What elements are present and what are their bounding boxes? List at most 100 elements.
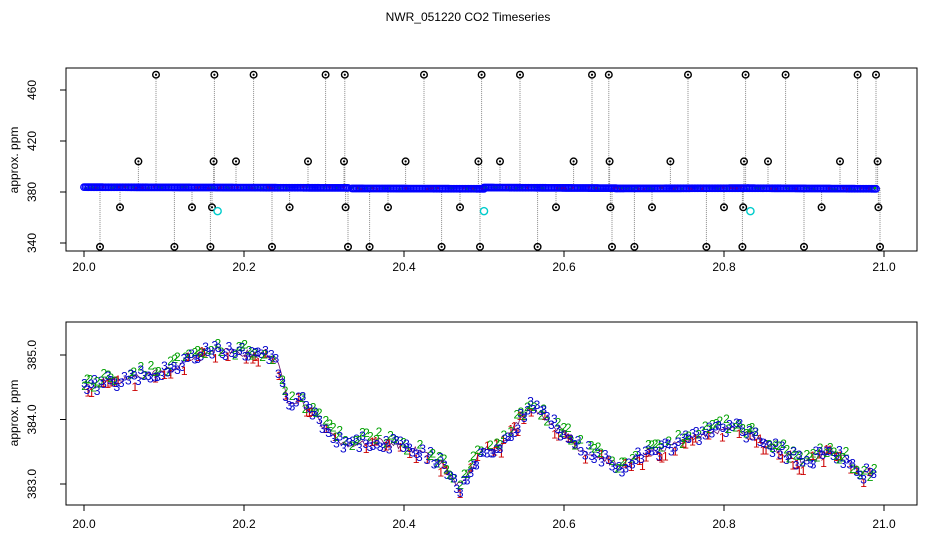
bottom-digit-marker-2: 2: [105, 368, 112, 382]
bottom-digit-marker-1: 1: [605, 453, 612, 467]
bottom-digit-marker-3: 3: [219, 347, 226, 361]
bottom-digit-marker-3: 3: [319, 422, 326, 436]
bottom-digit-marker-3: 3: [629, 458, 636, 472]
bottom-digit-marker-2: 2: [807, 450, 814, 464]
bottom-digit-marker-3: 3: [299, 389, 306, 403]
bottom-digit-marker-2: 2: [786, 452, 793, 466]
bottom-digit-marker-3: 3: [152, 370, 159, 384]
bottom-digit-marker-1: 1: [181, 364, 188, 378]
bottom-digit-marker-3: 3: [746, 424, 753, 438]
bottom-digit-marker-1: 1: [363, 442, 370, 456]
bottom-digit-marker-3: 3: [228, 346, 235, 360]
bottom-digit-marker-3: 3: [419, 442, 426, 456]
bottom-digit-marker-1: 1: [424, 452, 431, 466]
bottom-digit-marker-3: 3: [632, 453, 639, 467]
bottom-digit-marker-3: 3: [665, 437, 672, 451]
bottom-digit-marker-2: 2: [524, 400, 531, 414]
top-outlier-center: [209, 245, 212, 248]
bottom-digit-marker-3: 3: [779, 439, 786, 453]
bottom-digit-marker-3: 3: [488, 446, 495, 460]
bottom-digit-marker-1: 1: [794, 457, 801, 471]
top-outlier-point: [666, 157, 675, 166]
bottom-digit-marker-2: 2: [559, 426, 566, 440]
bottom-digit-marker-3: 3: [857, 468, 864, 482]
bottom-digit-marker-2: 2: [723, 412, 730, 426]
top-outlier-center: [609, 206, 612, 209]
top-outlier-center: [742, 160, 746, 163]
bottom-digit-marker-1: 1: [645, 446, 652, 460]
top-outlier-point: [134, 157, 143, 166]
bottom-digit-marker-3: 3: [363, 437, 370, 451]
bottom-digit-marker-1: 1: [636, 454, 643, 468]
top-outlier-point: [552, 203, 561, 212]
top-outlier-center: [210, 206, 214, 209]
bottom-digit-marker-3: 3: [464, 473, 471, 487]
bottom-digit-marker-3: 3: [252, 345, 259, 359]
bottom-digit-marker-1: 1: [406, 447, 413, 461]
bottom-digit-marker-2: 2: [565, 421, 572, 435]
top-outlier-center: [213, 73, 216, 76]
top-outlier-center: [742, 206, 745, 209]
top-outlier-point: [95, 242, 104, 251]
bottom-digit-marker-3: 3: [799, 456, 806, 470]
bottom-digit-marker-3: 3: [534, 398, 541, 412]
bottom-digit-marker-2: 2: [706, 422, 713, 436]
bottom-digit-marker-1: 1: [252, 350, 259, 364]
bottom-digit-marker-3: 3: [409, 446, 416, 460]
bottom-digit-marker-3: 3: [447, 469, 454, 483]
top-outlier-center: [173, 245, 176, 248]
bottom-digit-marker-2: 2: [871, 461, 878, 475]
bottom-digit-marker-1: 1: [161, 368, 168, 382]
bottom-digit-marker-3: 3: [616, 460, 623, 474]
bottom-digit-marker-2: 2: [487, 438, 494, 452]
bottom-digit-marker-3: 3: [135, 374, 142, 388]
bottom-digit-marker-2: 2: [772, 438, 779, 452]
bottom-digit-marker-3: 3: [393, 433, 400, 447]
top-outlier-point: [702, 242, 711, 251]
bottom-digit-marker-3: 3: [760, 436, 767, 450]
top-y-tick-label: 420: [25, 131, 39, 151]
bottom-digit-marker-2: 2: [174, 350, 181, 364]
bottom-digit-marker-1: 1: [397, 440, 404, 454]
bottom-digit-marker-3: 3: [477, 446, 484, 460]
bottom-digit-marker-1: 1: [598, 447, 605, 461]
bottom-digit-marker-2: 2: [464, 467, 471, 481]
bottom-digit-marker-2: 2: [544, 415, 551, 429]
bottom-x-tick-label: 20.4: [392, 517, 416, 531]
top-outlier-point: [876, 242, 885, 251]
bottom-digit-marker-3: 3: [726, 417, 733, 431]
top-outlier-point: [477, 70, 486, 79]
bottom-digit-marker-2: 2: [342, 433, 349, 447]
bottom-digit-marker-3: 3: [141, 369, 148, 383]
bottom-digit-marker-3: 3: [427, 445, 434, 459]
bottom-digit-marker-1: 1: [282, 388, 289, 402]
bottom-digit-marker-2: 2: [367, 430, 374, 444]
bottom-digit-marker-2: 2: [356, 433, 363, 447]
bottom-digit-marker-2: 2: [770, 441, 777, 455]
bottom-digit-marker-1: 1: [746, 429, 753, 443]
bottom-digit-marker-3: 3: [810, 457, 817, 471]
top-outlier-point: [340, 70, 349, 79]
bottom-digit-marker-3: 3: [128, 367, 135, 381]
top-outlier-point: [604, 70, 613, 79]
bottom-digit-marker-2: 2: [363, 426, 370, 440]
bottom-digit-marker-3: 3: [729, 420, 736, 434]
top-outlier-center: [686, 73, 690, 76]
bottom-digit-marker-3: 3: [197, 350, 204, 364]
bottom-digit-marker-3: 3: [118, 376, 125, 390]
top-outlier-point: [606, 203, 615, 212]
bottom-digit-marker-2: 2: [450, 472, 457, 486]
bottom-digit-marker-2: 2: [588, 438, 595, 452]
bottom-digit-marker-1: 1: [108, 375, 115, 389]
bottom-digit-marker-3: 3: [471, 458, 478, 472]
bottom-digit-marker-3: 3: [406, 441, 413, 455]
bottom-digit-marker-2: 2: [732, 420, 739, 434]
top-outlier-point: [268, 242, 277, 251]
bottom-digit-marker-3: 3: [575, 434, 582, 448]
top-y-axis-label: approx. ppm: [7, 127, 21, 194]
bottom-digit-marker-1: 1: [823, 443, 830, 457]
bottom-digit-marker-3: 3: [91, 372, 98, 386]
bottom-digit-marker-2: 2: [400, 435, 407, 449]
bottom-digit-marker-3: 3: [386, 442, 393, 456]
bottom-digit-marker-2: 2: [165, 365, 172, 379]
